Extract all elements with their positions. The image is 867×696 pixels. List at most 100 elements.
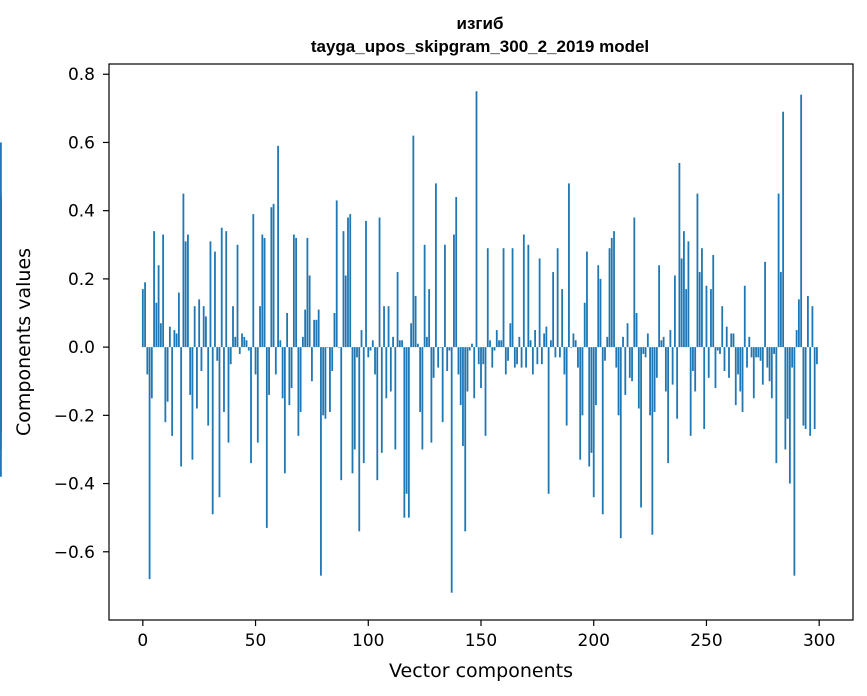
bar-284 [782, 111, 785, 348]
bar-158 [498, 340, 500, 348]
bar-218 [633, 217, 636, 348]
bar-271 [752, 347, 755, 399]
bar-18 [182, 193, 185, 348]
bar-66 [290, 347, 293, 389]
bar-195 [581, 347, 584, 416]
bar-142 [462, 347, 464, 447]
bar-264 [737, 347, 739, 375]
bar-74 [308, 275, 311, 348]
bar-279 [770, 347, 773, 399]
bar-121 [414, 295, 417, 348]
bar-24 [196, 347, 198, 409]
bar-177 [540, 347, 543, 365]
bar-211 [617, 347, 620, 416]
bar-278 [768, 347, 771, 382]
bar-280 [773, 347, 775, 354]
bar-130 [435, 183, 437, 348]
bar-44 [241, 333, 243, 348]
bar-13 [171, 347, 174, 436]
bar-249 [703, 347, 706, 429]
bar-157 [495, 330, 498, 348]
bar-269 [748, 336, 751, 348]
bar-248 [701, 248, 703, 348]
bar-114 [398, 340, 401, 348]
bar-165 [513, 347, 516, 368]
bar-79 [320, 347, 322, 576]
bar-242 [687, 241, 690, 348]
bar-222 [642, 347, 645, 354]
bar-214 [624, 347, 627, 395]
bar-103 [374, 347, 376, 375]
bar-136 [448, 347, 451, 351]
bar-127 [428, 289, 431, 348]
bar-32 [214, 251, 216, 348]
x-tick-label: 150 [465, 631, 497, 651]
bar-273 [757, 347, 760, 358]
bar-6 [155, 302, 158, 348]
bar-143 [464, 347, 467, 532]
bar-293 [802, 347, 805, 426]
bar-77 [315, 319, 318, 348]
bar-179 [545, 326, 548, 348]
bar-128 [430, 347, 433, 443]
bar-37 [225, 231, 228, 348]
bar-85 [333, 313, 336, 348]
bar-263 [734, 347, 737, 406]
bar-72 [304, 309, 307, 348]
bar-230 [660, 340, 663, 348]
bar-84 [331, 347, 334, 371]
bar-297 [811, 306, 814, 348]
bar-125 [423, 244, 426, 348]
bar-48 [250, 347, 252, 464]
bar-185 [559, 347, 561, 358]
bar-71 [301, 336, 304, 348]
bar-265 [739, 347, 742, 392]
bar-115 [401, 340, 403, 348]
bar-51 [256, 347, 259, 443]
bar-270 [750, 347, 753, 358]
bar-8 [159, 323, 162, 348]
bar-164 [511, 248, 514, 348]
bar-234 [669, 330, 672, 348]
bar-3 [148, 347, 151, 580]
bar-undefined [0, 347, 2, 450]
bar-261 [730, 333, 733, 348]
bar-253 [712, 255, 715, 348]
bar-182 [552, 272, 555, 348]
bar-15 [175, 333, 178, 348]
bar-251 [707, 347, 710, 378]
bar-168 [520, 347, 523, 368]
bar-197 [586, 251, 588, 348]
bar-228 [655, 347, 658, 378]
bar-267 [743, 285, 746, 348]
bar-139 [455, 197, 458, 348]
chart-title: изгиб [457, 14, 504, 33]
bar-28 [205, 316, 207, 348]
bar-196 [583, 302, 586, 348]
bar-299 [816, 347, 818, 365]
bar-46 [245, 340, 248, 348]
bar-241 [685, 289, 688, 348]
bar-296 [809, 347, 812, 436]
bar-14 [173, 330, 176, 348]
bar-208 [610, 237, 613, 348]
bar-257 [721, 306, 724, 348]
bar-131 [437, 347, 440, 368]
bar-227 [653, 347, 656, 412]
bar-181 [549, 340, 552, 348]
y-tick-label: −0.2 [54, 406, 95, 426]
bar-series [0, 91, 818, 593]
bar-200 [592, 347, 595, 498]
bar-292 [800, 94, 803, 348]
bar-7 [157, 265, 160, 348]
bar-82 [326, 347, 329, 348]
bar-34 [218, 347, 221, 498]
bar-199 [590, 347, 593, 453]
bar-21 [189, 347, 192, 395]
bar-183 [554, 347, 557, 358]
bar-80 [322, 347, 325, 416]
bar-190 [570, 347, 573, 348]
bar-41 [234, 336, 237, 348]
bar-65 [288, 347, 291, 406]
